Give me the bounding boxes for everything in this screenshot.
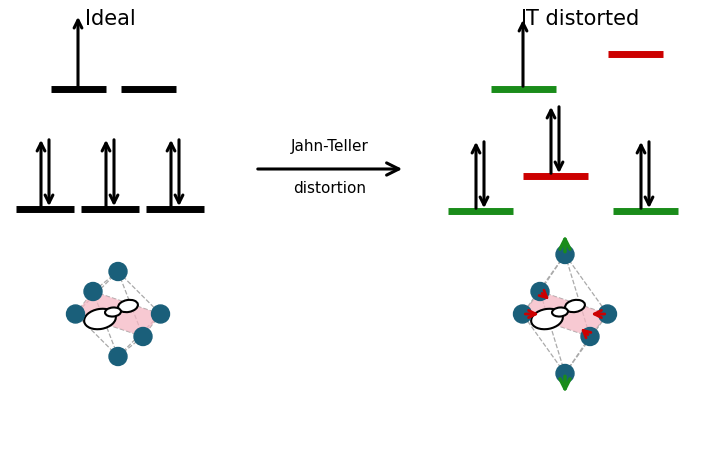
Ellipse shape: [531, 309, 563, 329]
Circle shape: [556, 364, 574, 382]
Circle shape: [151, 305, 169, 323]
Polygon shape: [75, 291, 161, 336]
Text: Jahn-Teller: Jahn-Teller: [291, 139, 369, 154]
Ellipse shape: [84, 309, 116, 329]
Circle shape: [84, 282, 102, 301]
Circle shape: [599, 305, 617, 323]
Circle shape: [67, 305, 85, 323]
Circle shape: [581, 328, 599, 346]
Circle shape: [513, 305, 531, 323]
Circle shape: [556, 246, 574, 263]
Text: JT distorted: JT distorted: [521, 9, 639, 29]
Circle shape: [109, 263, 127, 280]
Ellipse shape: [105, 308, 121, 317]
Circle shape: [134, 328, 152, 346]
Ellipse shape: [565, 300, 585, 312]
Circle shape: [531, 282, 549, 301]
Ellipse shape: [552, 308, 568, 317]
Polygon shape: [523, 291, 607, 336]
Text: Ideal: Ideal: [85, 9, 135, 29]
Ellipse shape: [118, 300, 138, 312]
Text: distortion: distortion: [293, 181, 366, 196]
Circle shape: [109, 347, 127, 365]
